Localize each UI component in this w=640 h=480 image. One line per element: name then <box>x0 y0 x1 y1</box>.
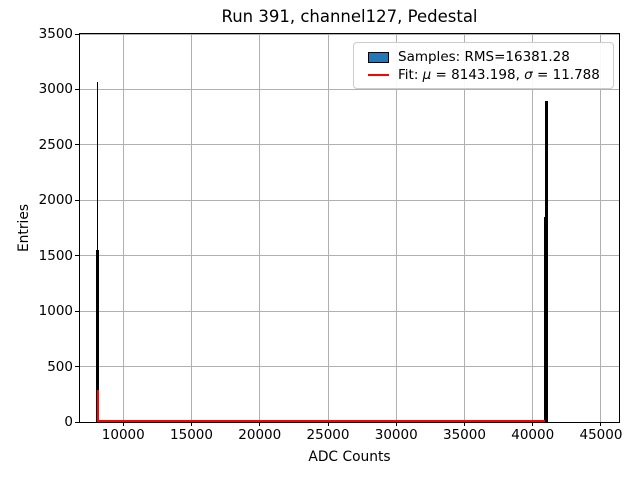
fit-label-suffix: = 11.788 <box>532 67 600 83</box>
fit-label-sigma: σ <box>524 67 533 83</box>
y-tick-label: 0 <box>64 414 73 430</box>
fit-label-mu: μ <box>422 67 432 83</box>
x-tick-label: 35000 <box>443 427 486 443</box>
legend-fit-label: Fit: μ = 8143.198, σ = 11.788 <box>398 67 600 83</box>
y-tick-label: 2000 <box>38 192 73 209</box>
fit-label-mid: = 8143.198, <box>431 67 525 83</box>
gridline <box>600 34 602 422</box>
gridline <box>463 34 465 422</box>
fit-label-prefix: Fit: <box>398 67 423 83</box>
x-tick-label: 40000 <box>511 427 555 443</box>
y-tick-label: 500 <box>47 358 73 375</box>
y-tick-mark <box>75 310 79 312</box>
y-tick-label: 1500 <box>38 247 73 264</box>
x-tick-label: 25000 <box>306 427 350 443</box>
gridline <box>80 199 619 201</box>
legend-entry-fit: Fit: μ = 8143.198, σ = 11.788 <box>368 66 605 84</box>
x-tick-label: 10000 <box>101 427 145 443</box>
x-axis-label: ADC Counts <box>308 449 391 465</box>
y-tick-mark <box>75 33 79 35</box>
x-tick-mark <box>259 422 261 426</box>
gridline <box>532 34 534 422</box>
y-tick-mark <box>75 88 79 90</box>
y-tick-mark <box>75 144 79 146</box>
plot-area <box>79 33 620 423</box>
y-axis-label: Entries <box>16 203 32 253</box>
legend: Samples: RMS=16381.28 Fit: μ = 8143.198,… <box>353 42 614 89</box>
x-tick-mark <box>532 422 534 426</box>
gridline <box>122 34 124 422</box>
gridline <box>80 144 619 146</box>
gridline <box>327 34 329 422</box>
x-tick-mark <box>327 422 329 426</box>
samples-swatch-icon <box>368 51 389 63</box>
gridline <box>80 88 619 90</box>
gridline <box>259 34 261 422</box>
y-tick-label: 3000 <box>38 81 73 98</box>
y-tick-mark <box>75 199 79 201</box>
gridline <box>395 34 397 422</box>
gridline <box>80 310 619 312</box>
x-tick-label: 45000 <box>579 427 623 443</box>
legend-samples-label: Samples: RMS=16381.28 <box>398 49 570 65</box>
fit-peak-line <box>96 389 99 422</box>
x-tick-label: 20000 <box>238 427 282 443</box>
x-tick-mark <box>600 422 602 426</box>
y-tick-mark <box>75 421 79 423</box>
y-tick-mark <box>75 255 79 257</box>
x-tick-mark <box>122 422 124 426</box>
legend-entry-samples: Samples: RMS=16381.28 <box>368 48 605 66</box>
histogram-bar <box>544 216 549 422</box>
gridline <box>80 34 619 35</box>
fit-line-icon <box>368 73 389 77</box>
y-tick-label: 1000 <box>38 303 73 320</box>
y-tick-label: 3500 <box>38 26 73 42</box>
x-tick-mark <box>191 422 192 426</box>
chart-title: Run 391, channel127, Pedestal <box>221 7 478 26</box>
y-tick-label: 2500 <box>38 136 73 153</box>
x-tick-label: 15000 <box>170 427 213 443</box>
fit-baseline-line <box>97 419 546 422</box>
x-tick-mark <box>463 422 465 426</box>
gridline <box>80 366 619 368</box>
gridline <box>80 421 619 422</box>
histogram-bar <box>95 250 100 422</box>
x-tick-mark <box>395 422 397 426</box>
gridline <box>191 34 192 422</box>
x-tick-label: 30000 <box>374 427 418 443</box>
gridline <box>80 255 619 257</box>
y-tick-mark <box>75 366 79 368</box>
